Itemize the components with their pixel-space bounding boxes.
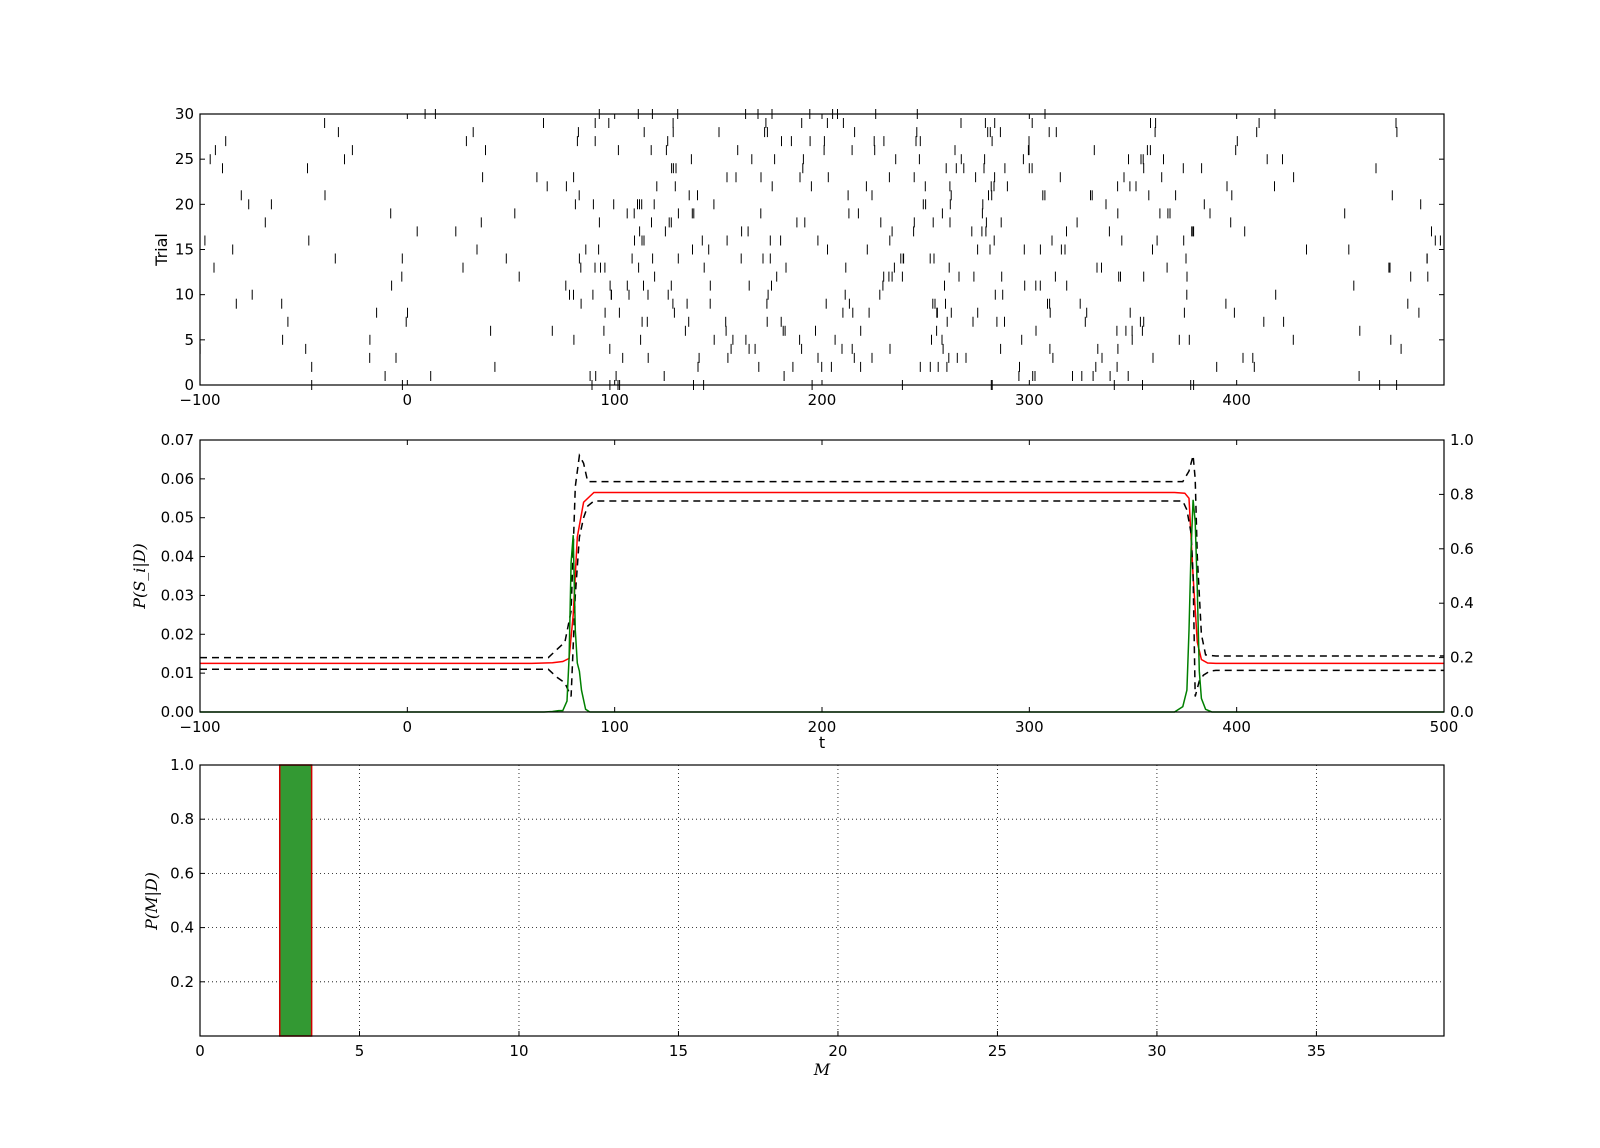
x-tick-label: 200 xyxy=(808,718,837,736)
posterior-y-label: P(S_i|D) xyxy=(130,543,149,610)
y-tick-label: 25 xyxy=(175,150,194,168)
y-tick-label-right: 0.8 xyxy=(1450,485,1474,503)
bar-frame xyxy=(199,764,1445,1037)
x-tick-label: 100 xyxy=(600,718,629,736)
y-tick-label-left: 0.05 xyxy=(161,509,194,527)
y-tick-label-left: 0.06 xyxy=(161,470,194,488)
series-line-lower xyxy=(200,500,1444,697)
model-posterior-panel: 0 5 10 15 20 25 30 35 0.2 0.4 0.6 0.8 1.0 M P(M|D) xyxy=(142,756,1445,1079)
y-tick-label: 0.6 xyxy=(170,864,194,882)
x-tick-label: 0 xyxy=(195,1042,205,1060)
y-tick-label: 0.2 xyxy=(170,973,194,991)
x-tick-label: 0 xyxy=(403,718,413,736)
x-tick-label: 400 xyxy=(1222,718,1251,736)
y-tick-label-left: 0.01 xyxy=(161,664,194,682)
y-tick-label: 10 xyxy=(175,286,194,304)
bar-M-3 xyxy=(278,764,313,1037)
raster-frame xyxy=(199,113,1445,386)
x-tick-label: −100 xyxy=(179,718,220,736)
y-tick-label-left: 0.07 xyxy=(161,431,194,449)
posterior-left-y-ticks: 0.00 0.01 0.02 0.03 0.04 0.05 0.06 0.07 xyxy=(161,431,205,721)
y-tick-label: 0.4 xyxy=(170,919,194,937)
x-tick-label: 5 xyxy=(355,1042,365,1060)
y-tick-label-right: 0.2 xyxy=(1450,649,1474,667)
raster-x-ticks: −100 0 100 200 300 400 xyxy=(179,114,1251,409)
x-tick-label: 300 xyxy=(1015,391,1044,409)
posterior-x-label: t xyxy=(819,733,825,752)
y-tick-label-right: 0.4 xyxy=(1450,594,1474,612)
x-tick-label: 35 xyxy=(1307,1042,1326,1060)
y-tick-label-left: 0.00 xyxy=(161,703,194,721)
y-tick-label: 1.0 xyxy=(170,756,194,774)
x-tick-label: 25 xyxy=(988,1042,1007,1060)
y-tick-label: 0.8 xyxy=(170,810,194,828)
raster-y-label: Trial xyxy=(152,233,171,267)
x-tick-label: 30 xyxy=(1147,1042,1166,1060)
spike-marks xyxy=(199,109,1441,390)
bar-y-ticks: 0.2 0.4 0.6 0.8 1.0 xyxy=(170,756,205,991)
x-tick-label: 100 xyxy=(600,391,629,409)
posterior-x-ticks: −100 0 100 200 300 400 500 xyxy=(179,440,1458,736)
x-tick-label: 400 xyxy=(1222,391,1251,409)
y-tick-label-left: 0.02 xyxy=(161,625,194,643)
y-tick-label-right: 0.0 xyxy=(1450,703,1474,721)
y-tick-label: 15 xyxy=(175,241,194,259)
x-tick-label: 500 xyxy=(1430,718,1459,736)
y-tick-label-right: 0.6 xyxy=(1450,540,1474,558)
raster-y-ticks: 0 5 10 15 20 25 30 xyxy=(175,105,1444,394)
y-tick-label-right: 1.0 xyxy=(1450,431,1474,449)
y-tick-label-left: 0.03 xyxy=(161,586,194,604)
x-tick-label: 10 xyxy=(509,1042,528,1060)
posterior-frame xyxy=(199,439,1445,713)
y-tick-label-left: 0.04 xyxy=(161,548,194,566)
x-tick-label: 200 xyxy=(808,391,837,409)
x-tick-label: 300 xyxy=(1015,718,1044,736)
y-tick-label: 0 xyxy=(184,376,194,394)
y-tick-label: 30 xyxy=(175,105,194,123)
x-tick-label: 15 xyxy=(669,1042,688,1060)
y-tick-label: 20 xyxy=(175,195,194,213)
bar-y-label: P(M|D) xyxy=(142,872,161,931)
posterior-right-y-ticks: 0.0 0.2 0.4 0.6 0.8 1.0 xyxy=(1439,431,1474,721)
series-line-mean xyxy=(200,491,1444,665)
x-tick-label: −100 xyxy=(179,391,220,409)
bars xyxy=(278,764,313,1037)
x-tick-label: 20 xyxy=(828,1042,847,1060)
posterior-panel: −100 0 100 200 300 400 500 0.000.010.020.030.0… xyxy=(130,431,1474,752)
series-line-upper xyxy=(200,453,1444,659)
bar-x-label: M xyxy=(813,1060,831,1079)
y-tick-label: 5 xyxy=(184,331,194,349)
x-tick-label: 0 xyxy=(403,391,413,409)
bar-x-ticks: 0 5 10 15 20 25 30 35 xyxy=(195,1031,1326,1060)
